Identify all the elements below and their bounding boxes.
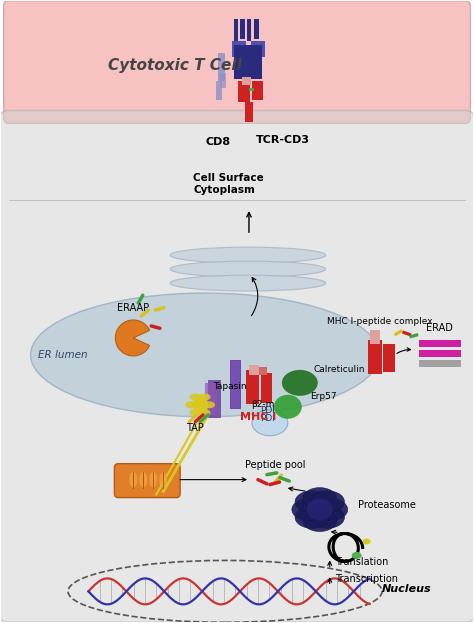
FancyBboxPatch shape [4,1,470,123]
Bar [242,77,251,85]
Bar [218,52,225,80]
Bar [368,340,382,374]
Ellipse shape [292,498,326,521]
Bar [419,350,461,357]
Text: Erp57: Erp57 [310,392,337,401]
FancyBboxPatch shape [114,464,180,498]
Ellipse shape [303,510,337,531]
Ellipse shape [303,488,337,510]
Ellipse shape [139,472,147,488]
Ellipse shape [190,394,201,401]
Text: Proteasome: Proteasome [358,500,416,510]
Bar [249,88,254,92]
Ellipse shape [352,552,362,559]
Ellipse shape [310,506,345,528]
Text: Tapasin: Tapasin [213,383,246,391]
Text: Cell Surface: Cell Surface [193,173,264,183]
Bar [234,59,262,78]
Bar [245,102,253,123]
Ellipse shape [252,410,288,435]
Ellipse shape [295,491,329,513]
Text: β2-m: β2-m [251,401,274,409]
Text: Nucleus: Nucleus [382,584,431,594]
Ellipse shape [170,261,326,277]
Bar [251,40,265,57]
Bar [259,367,267,375]
Ellipse shape [295,506,329,528]
Text: Translation: Translation [335,558,388,568]
Bar [238,80,250,102]
Bar [234,45,262,59]
Text: MHC I-peptide complex: MHC I-peptide complex [327,318,432,326]
Bar [383,344,394,372]
Ellipse shape [199,409,210,416]
Ellipse shape [363,538,371,545]
Text: PDI: PDI [261,406,275,416]
Ellipse shape [314,498,347,521]
Ellipse shape [192,397,208,413]
Ellipse shape [190,409,201,416]
Bar [247,19,251,40]
Text: ERAAP: ERAAP [117,303,149,313]
Bar [370,330,380,344]
Ellipse shape [149,472,157,488]
Bar [261,373,272,403]
Bar [419,360,461,367]
Ellipse shape [31,293,380,417]
Wedge shape [115,320,150,356]
Text: MHC I: MHC I [240,412,276,422]
Ellipse shape [199,394,210,401]
Text: Transcription: Transcription [335,574,398,584]
Ellipse shape [129,472,137,488]
Text: ERAD: ERAD [426,323,453,333]
Bar [249,365,259,375]
Bar [254,19,259,39]
Bar [234,19,238,40]
Bar [252,80,263,100]
Text: PDI: PDI [261,414,275,423]
Bar [216,80,222,100]
Ellipse shape [170,247,326,263]
Text: Calreticulin: Calreticulin [314,365,365,374]
Ellipse shape [307,498,333,521]
FancyBboxPatch shape [0,110,474,622]
Text: TAP: TAP [186,423,204,433]
Ellipse shape [282,370,318,396]
Bar [205,383,215,415]
Ellipse shape [159,472,167,488]
Ellipse shape [310,491,345,513]
Text: Peptide pool: Peptide pool [245,460,305,470]
Bar [240,19,245,39]
Bar [220,72,226,88]
Ellipse shape [170,275,326,291]
Text: Cytotoxic T Cell: Cytotoxic T Cell [108,58,242,73]
Text: CD8: CD8 [206,138,231,148]
Bar [230,360,240,408]
Ellipse shape [274,395,302,419]
Bar [246,370,259,404]
Bar [232,40,246,57]
Ellipse shape [203,401,215,408]
Ellipse shape [185,401,197,408]
Text: TCR-CD3: TCR-CD3 [256,135,310,145]
Text: ER lumen: ER lumen [38,350,87,360]
Text: Cytoplasm: Cytoplasm [193,185,255,195]
Bar [419,340,461,347]
Bar [208,380,221,418]
